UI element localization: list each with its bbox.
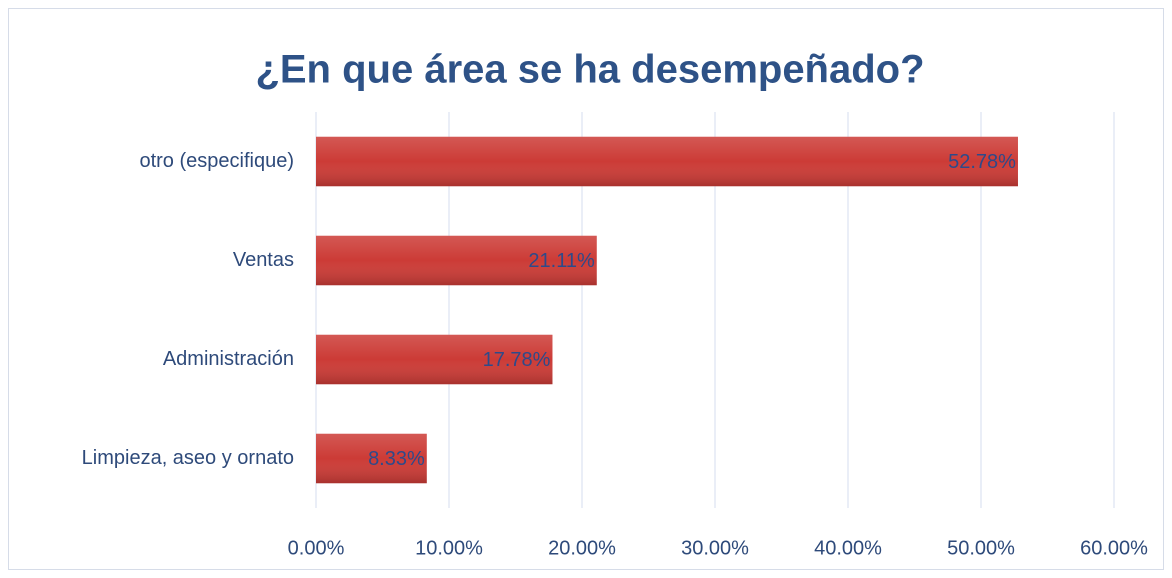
- value-label: 8.33%: [368, 448, 425, 470]
- x-tick-label: 30.00%: [681, 537, 749, 559]
- bar-shade: [316, 334, 553, 385]
- bar-shade: [316, 136, 1018, 187]
- bar-shade: [316, 235, 597, 286]
- value-label: 52.78%: [948, 151, 1016, 173]
- chart-title: ¿En que área se ha desempeñado?: [255, 48, 924, 92]
- y-tick-label: Ventas: [233, 249, 294, 271]
- chart-border: [8, 8, 1164, 570]
- y-tick-label: Limpieza, aseo y ornato: [82, 447, 294, 469]
- x-tick-label: 40.00%: [814, 537, 882, 559]
- bar-shade: [316, 433, 427, 484]
- value-label: 17.78%: [483, 349, 551, 371]
- x-tick-label: 20.00%: [548, 537, 616, 559]
- y-tick-label: Administración: [163, 348, 294, 370]
- x-tick-label: 60.00%: [1080, 537, 1148, 559]
- x-tick-label: 0.00%: [288, 537, 345, 559]
- x-tick-label: 10.00%: [415, 537, 483, 559]
- value-label: 21.11%: [528, 250, 595, 272]
- y-tick-label: otro (especifique): [139, 150, 294, 172]
- x-tick-label: 50.00%: [947, 537, 1015, 559]
